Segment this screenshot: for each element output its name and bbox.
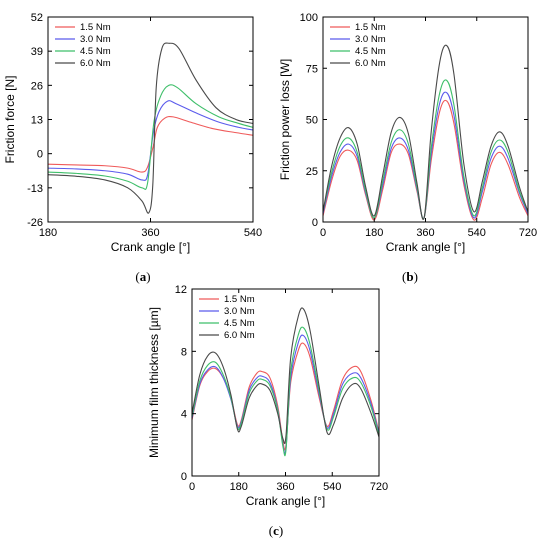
legend-label: 4.5 Nm: [355, 46, 386, 57]
series-line-6-0-nm: [323, 44, 528, 220]
y-tick-label: 26: [31, 80, 43, 92]
chart-panel-1: 180 360 540 -26 -13 0 13 26 39 52 Crank angle [°] F…: [3, 12, 262, 254]
legend-label: 1.5 Nm: [224, 294, 255, 305]
plot-frame: [47, 16, 254, 223]
y-tick-label: 75: [306, 63, 318, 75]
legend-label: 6.0 Nm: [80, 58, 111, 69]
x-axis-label: Crank angle [°]: [246, 494, 326, 508]
series-line-4-5-nm: [192, 326, 379, 457]
series-line-6-0-nm: [48, 42, 253, 214]
x-tick-label: 540: [323, 481, 341, 493]
legend-label: 4.5 Nm: [224, 318, 255, 329]
x-tick-label: 0: [320, 227, 326, 239]
legend: 1.5 Nm3.0 Nm4.5 Nm6.0 Nm: [330, 22, 386, 69]
x-axis-label: Crank angle [°]: [386, 240, 466, 254]
x-axis-label: Crank angle [°]: [111, 240, 191, 254]
panel-label-a: (a): [135, 269, 150, 284]
y-tick-label: 8: [181, 346, 187, 358]
plot-frame: [322, 16, 529, 223]
legend: 1.5 Nm3.0 Nm4.5 Nm6.0 Nm: [55, 22, 111, 69]
series-line-6-0-nm: [192, 307, 379, 445]
legend: 1.5 Nm3.0 Nm4.5 Nm6.0 Nm: [199, 294, 255, 341]
x-tick-label: 360: [416, 227, 434, 239]
x-tick-label: 180: [365, 227, 383, 239]
legend-label: 1.5 Nm: [355, 22, 386, 33]
x-tick-label: 720: [370, 481, 388, 493]
legend-label: 6.0 Nm: [355, 58, 386, 69]
y-tick-label: 4: [181, 409, 187, 421]
series-line-3-0-nm: [323, 91, 528, 220]
chart-panel-3: 0 180 360 540 720 0 4 8 12 Crank angle [°] Minimum…: [147, 284, 388, 508]
x-tick-label: 0: [189, 481, 195, 493]
panel-label-c: (c): [269, 523, 283, 538]
y-tick-label: 52: [31, 12, 43, 24]
y-tick-label: 100: [300, 12, 318, 24]
x-tick-label: 540: [244, 227, 262, 239]
y-axis-label: Friction power loss [W]: [278, 59, 292, 180]
legend-label: 3.0 Nm: [355, 34, 386, 45]
x-tick-label: 360: [141, 227, 159, 239]
chart-panel-2: 0 180 360 540 720 0 25 50 75 100 Crank angle [°] Fr…: [278, 12, 537, 254]
panel-label-b: (b): [402, 269, 418, 284]
y-tick-label: 12: [175, 284, 187, 296]
x-tick-label: 180: [39, 227, 57, 239]
y-tick-label: 0: [181, 471, 187, 483]
x-tick-label: 360: [276, 481, 294, 493]
series-line-3-0-nm: [48, 100, 253, 181]
legend-label: 3.0 Nm: [80, 34, 111, 45]
y-tick-label: 13: [31, 115, 43, 127]
y-tick-label: 0: [312, 217, 318, 229]
y-tick-label: 39: [31, 46, 43, 58]
y-tick-label: 50: [306, 115, 318, 127]
y-tick-label: 0: [37, 149, 43, 161]
series-group: [323, 44, 528, 221]
y-tick-label: -26: [27, 217, 43, 229]
legend-label: 1.5 Nm: [80, 22, 111, 33]
series-group: [192, 307, 379, 457]
y-axis-label: Friction force [N]: [3, 75, 17, 163]
y-tick-label: -13: [27, 183, 43, 195]
series-group: [48, 42, 253, 214]
x-tick-label: 540: [468, 227, 486, 239]
legend-label: 6.0 Nm: [224, 330, 255, 341]
x-tick-label: 720: [519, 227, 537, 239]
y-tick-label: 25: [306, 166, 318, 178]
series-line-4-5-nm: [48, 84, 253, 190]
series-line-1-5-nm: [48, 115, 253, 173]
x-tick-label: 180: [230, 481, 248, 493]
legend-label: 3.0 Nm: [224, 306, 255, 317]
legend-label: 4.5 Nm: [80, 46, 111, 57]
y-axis-label: Minimum film thickness [µm]: [147, 307, 161, 458]
